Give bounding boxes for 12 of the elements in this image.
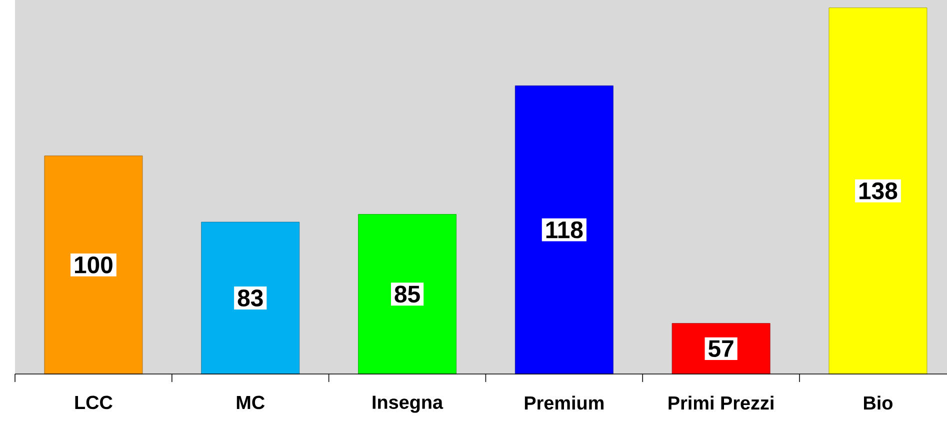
x-tick-label: Primi Prezzi	[668, 396, 774, 410]
data-label: 57	[708, 340, 734, 358]
data-label: 118	[546, 221, 583, 238]
x-tick-label: LCC	[75, 396, 112, 410]
data-label: 83	[238, 290, 263, 306]
x-tick-label: Bio	[864, 396, 892, 410]
data-label: 85	[394, 286, 420, 303]
x-tick-label: Premium	[524, 396, 604, 410]
data-label: 100	[75, 256, 112, 274]
x-tick-label: MC	[236, 396, 265, 410]
data-label: 138	[860, 182, 898, 200]
x-tick-label: Insegna	[372, 396, 444, 413]
